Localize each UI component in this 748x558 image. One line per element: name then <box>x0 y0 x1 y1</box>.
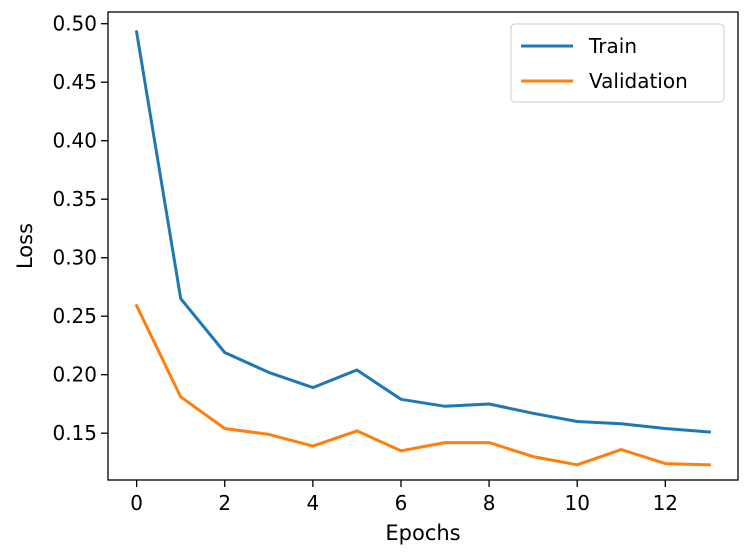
x-tick-label: 12 <box>653 491 678 515</box>
legend: Train Validation <box>510 23 725 103</box>
x-tick-label: 8 <box>483 491 496 515</box>
x-tick-label: 4 <box>306 491 319 515</box>
y-tick-label: 0.15 <box>52 421 97 445</box>
legend-label-train: Train <box>588 34 637 58</box>
plot-area <box>107 11 739 481</box>
x-tick-label: 0 <box>130 491 143 515</box>
x-axis: 0 2 4 6 8 10 12 <box>130 480 678 515</box>
series-line-train <box>134 30 712 434</box>
series-layer <box>134 30 712 467</box>
x-axis-label: Epochs <box>385 521 460 545</box>
y-tick-label: 0.35 <box>52 187 97 211</box>
series-line-validation <box>134 303 711 467</box>
y-tick-label: 0.20 <box>52 363 97 387</box>
y-axis-label: Loss <box>13 223 37 269</box>
legend-label-validation: Validation <box>589 69 688 93</box>
x-tick-label: 10 <box>564 491 589 515</box>
y-tick-label: 0.25 <box>52 304 97 328</box>
y-tick-label: 0.45 <box>52 70 97 94</box>
y-tick-label: 0.50 <box>52 12 97 36</box>
y-axis: 0.15 0.20 0.25 0.30 0.35 0.40 0.45 0.50 <box>52 12 108 445</box>
y-tick-label: 0.40 <box>52 129 97 153</box>
x-tick-label: 2 <box>218 491 231 515</box>
x-tick-label: 6 <box>395 491 408 515</box>
y-tick-label: 0.30 <box>52 246 97 270</box>
